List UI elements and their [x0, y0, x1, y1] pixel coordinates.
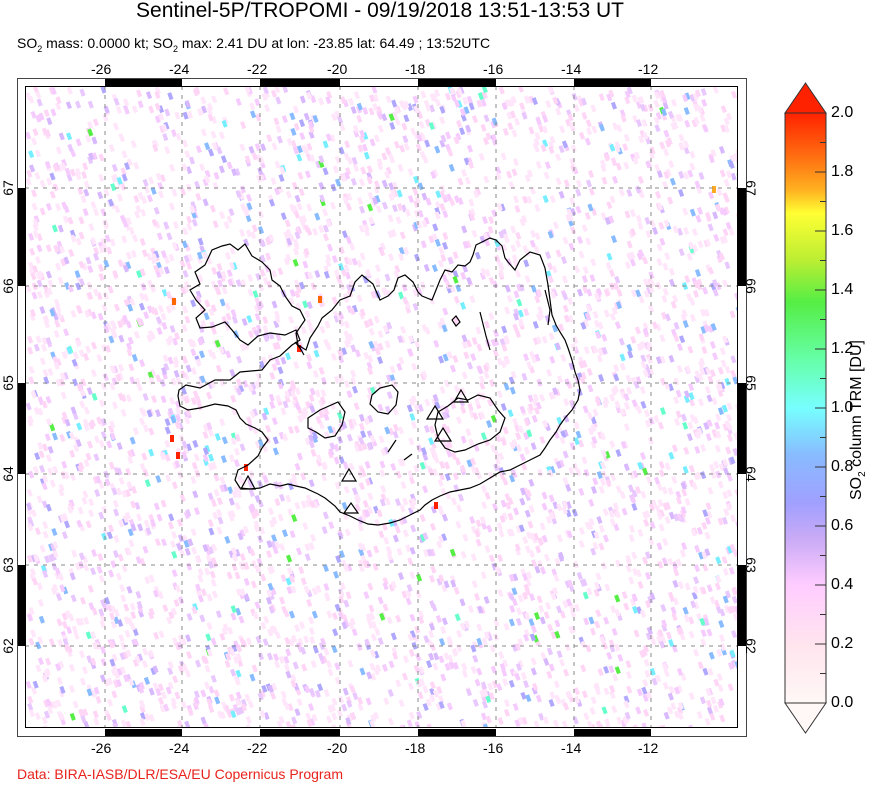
lat-label: 64: [742, 466, 759, 482]
colorbar-title-sub: 2: [857, 471, 869, 477]
lon-label: -24: [169, 61, 190, 77]
colorbar: [784, 82, 827, 734]
colorbar-overflow-arrow: [784, 82, 827, 114]
lon-label: -18: [405, 61, 426, 77]
lon-label: -22: [247, 61, 268, 77]
lat-label: 67: [742, 180, 759, 196]
lon-label: -14: [561, 61, 582, 77]
lon-scale-bar-top: [105, 79, 651, 86]
so2-pixel-field: [25, 86, 738, 728]
colorbar-tick: 1.8: [831, 163, 854, 180]
lat-scale-bar-left: [18, 188, 25, 646]
iceland-coastline: [177, 237, 581, 526]
lat-label: 67: [0, 180, 16, 196]
volcano-marker: [342, 501, 360, 514]
subtitle-sub: 2: [37, 43, 43, 54]
volcano-marker: [452, 388, 470, 403]
volcano-marker: [239, 474, 257, 490]
lon-label: -18: [405, 740, 426, 756]
graticule: [25, 86, 738, 728]
map-inner-frame: [25, 86, 738, 728]
lon-label: -14: [561, 740, 582, 756]
lon-label: -24: [169, 740, 190, 756]
lat-label: 64: [0, 466, 16, 482]
lon-label: -16: [483, 740, 504, 756]
lat-label: 65: [742, 375, 759, 391]
colorbar-underflow-arrow: [784, 702, 827, 734]
lat-scale-bar-right: [738, 188, 746, 646]
colorbar-tick: 1.6: [831, 222, 854, 239]
lon-label: -26: [91, 61, 112, 77]
lat-label: 62: [0, 638, 16, 654]
lon-scale-bar-bottom: [105, 729, 651, 736]
volcano-marker: [425, 404, 445, 420]
colorbar-tick: 0.0: [831, 694, 854, 711]
colorbar-tick: 1.4: [831, 281, 854, 298]
lat-label: 63: [742, 557, 759, 573]
colorbar-tick: 1.2: [831, 340, 854, 357]
colorbar-tick: 0.2: [831, 635, 854, 652]
colorbar-title-text: SO: [847, 476, 865, 500]
so2-summary: SO2 mass: 0.0000 kt; SO2 max: 2.41 DU at…: [17, 35, 490, 54]
lon-label: -16: [483, 61, 504, 77]
colorbar-tick: 2.0: [831, 104, 854, 121]
volcano-markers: [239, 388, 470, 514]
lon-label: -22: [247, 740, 268, 756]
colorbar-tick: 0.8: [831, 458, 854, 475]
lon-label: -12: [638, 61, 659, 77]
lat-label: 63: [0, 557, 16, 573]
subtitle-text: SO: [17, 35, 38, 51]
volcano-marker: [340, 467, 358, 482]
subtitle-sub: 2: [172, 43, 178, 54]
lat-label: 66: [0, 278, 16, 294]
data-credit: Data: BIRA-IASB/DLR/ESA/EU Copernicus Pr…: [17, 766, 344, 782]
colorbar-title-text: column TRM [DU]: [847, 340, 865, 472]
colorbar-tick: 0.6: [831, 517, 854, 534]
lat-label: 65: [0, 375, 16, 391]
lat-label: 66: [742, 278, 759, 294]
colorbar-tick: 1.0: [831, 399, 854, 416]
lon-label: -12: [638, 740, 659, 756]
colorbar-tick: 0.4: [831, 576, 854, 593]
colorbar-title: SO2 column TRM [DU]: [848, 340, 868, 500]
lon-label: -26: [91, 740, 112, 756]
volcano-marker: [433, 426, 453, 442]
lon-label: -20: [327, 61, 348, 77]
lat-label: 62: [742, 638, 759, 654]
subtitle-text: mass: 0.0000 kt; SO: [42, 35, 173, 51]
lon-label: -20: [327, 740, 348, 756]
subtitle-text: max: 2.41 DU at lon: -23.85 lat: 64.49 ;…: [178, 35, 491, 51]
chart-title: Sentinel-5P/TROPOMI - 09/19/2018 13:51-1…: [136, 0, 624, 22]
